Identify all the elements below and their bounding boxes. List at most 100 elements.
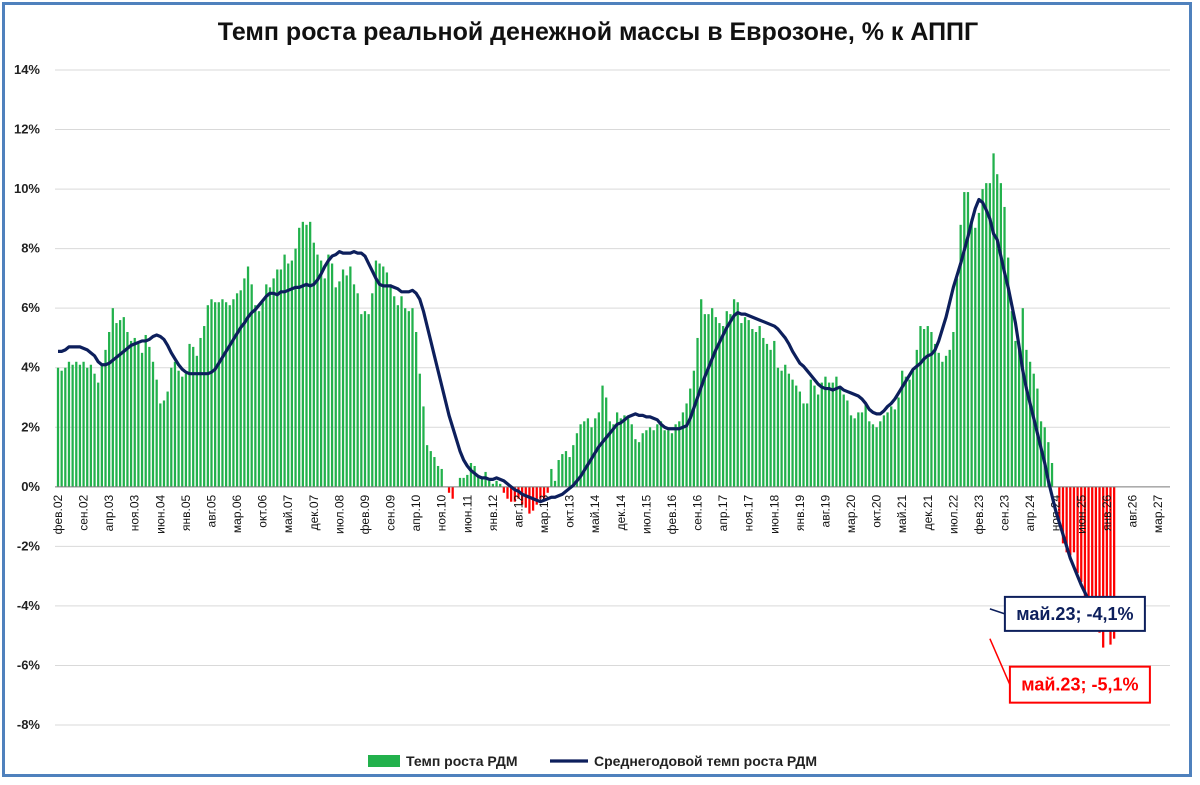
- bar: [363, 311, 367, 487]
- bar: [462, 477, 465, 487]
- x-tick-label: мар.13: [537, 494, 551, 533]
- x-tick-label: фев.23: [972, 494, 986, 534]
- bar: [1061, 486, 1065, 544]
- bar: [232, 299, 235, 487]
- bar: [67, 361, 71, 487]
- bar: [824, 376, 827, 487]
- bar: [1076, 486, 1079, 574]
- bar: [257, 311, 261, 487]
- bar: [290, 260, 294, 487]
- bar: [981, 189, 984, 487]
- chart-title: Темп роста реальной денежной массы в Евр…: [218, 18, 978, 46]
- x-tick-label: окт.13: [563, 494, 577, 527]
- bar: [323, 278, 326, 487]
- bar: [725, 311, 728, 487]
- bar: [1007, 257, 1010, 487]
- bar: [1032, 373, 1035, 487]
- bar: [188, 343, 191, 487]
- bar: [703, 314, 706, 487]
- bar: [360, 314, 363, 487]
- bar: [71, 364, 74, 487]
- x-tick-label: сен.16: [691, 494, 705, 530]
- x-tick-label: июн.11: [460, 494, 474, 532]
- bar: [137, 343, 140, 487]
- bar: [86, 367, 89, 487]
- bar: [678, 421, 681, 487]
- bar: [56, 367, 60, 487]
- bar: [937, 352, 940, 487]
- bar: [729, 314, 732, 487]
- bar: [605, 397, 608, 487]
- bar: [751, 329, 754, 487]
- bar: [667, 430, 670, 487]
- bar: [374, 260, 378, 487]
- bar: [75, 361, 78, 487]
- bar: [546, 486, 549, 493]
- bar: [553, 480, 557, 487]
- bar: [711, 308, 714, 487]
- bar: [557, 460, 560, 487]
- bar: [1080, 486, 1083, 583]
- bar: [689, 388, 692, 487]
- bar: [941, 361, 944, 487]
- x-tick-label: ноя.17: [742, 494, 756, 531]
- annotation-leader: [989, 608, 1006, 615]
- x-tick-label: сен.02: [77, 494, 91, 530]
- bar: [601, 385, 604, 487]
- bar: [341, 269, 345, 487]
- bar: [385, 272, 389, 487]
- bar: [930, 332, 933, 487]
- bar: [656, 424, 659, 487]
- x-tick-label: апр.10: [409, 494, 423, 531]
- bar: [835, 376, 838, 487]
- bar: [817, 394, 820, 487]
- bar: [334, 287, 337, 487]
- bar: [1069, 486, 1072, 556]
- x-axis: фев.02 сен.02 апр.03 ноя.03 июн.04 янв.05 авг.…: [51, 494, 1165, 534]
- annotation-label: май.23; -4,1%: [1016, 604, 1133, 624]
- bar: [802, 403, 805, 487]
- bar: [860, 412, 864, 487]
- y-tick-label: -4%: [17, 598, 41, 613]
- bar: [959, 224, 962, 487]
- bar: [349, 266, 352, 487]
- annotation-label: май.23; -5,1%: [1021, 675, 1138, 695]
- y-tick-label: -2%: [17, 538, 41, 553]
- bar: [330, 263, 334, 487]
- bar: [488, 480, 491, 487]
- bar: [162, 400, 166, 487]
- bar-series: [56, 153, 1116, 648]
- bar: [287, 263, 290, 487]
- bar: [721, 326, 725, 487]
- bar: [418, 373, 421, 487]
- bar: [966, 192, 970, 487]
- bar: [371, 293, 374, 487]
- x-tick-label: мар.27: [1151, 494, 1165, 533]
- bar: [637, 442, 641, 487]
- bar: [100, 364, 103, 487]
- bar: [451, 486, 454, 499]
- bar: [754, 332, 758, 487]
- bar: [440, 468, 443, 487]
- annotations: май.23; -4,1% май.23; -5,1%: [989, 595, 1151, 704]
- x-tick-label: мар.20: [844, 494, 858, 533]
- bar: [250, 284, 253, 487]
- bar: [791, 379, 794, 487]
- bar: [458, 477, 462, 487]
- bar: [319, 260, 323, 487]
- x-tick-label: дек.14: [614, 494, 628, 530]
- y-tick-label: 2%: [21, 419, 40, 434]
- bar: [1010, 311, 1013, 487]
- bar: [912, 370, 915, 487]
- bar: [1003, 206, 1006, 487]
- bar: [528, 486, 531, 514]
- bar: [623, 415, 626, 487]
- bar: [700, 299, 703, 487]
- bar: [151, 361, 155, 487]
- bar: [714, 317, 717, 487]
- bar: [864, 403, 867, 487]
- bar: [820, 382, 823, 487]
- bar: [619, 418, 622, 487]
- bar: [378, 263, 381, 487]
